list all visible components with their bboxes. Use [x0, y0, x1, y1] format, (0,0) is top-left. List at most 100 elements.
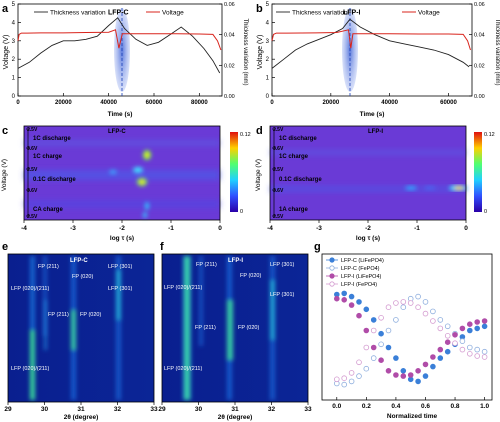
data-point: [400, 367, 407, 374]
thickness-line: [271, 18, 470, 69]
data-point: [415, 367, 421, 374]
y-tick-label: 2: [12, 57, 16, 63]
step-label: 0.1C discharge: [279, 177, 322, 183]
voltage-label: 2.5V: [27, 127, 38, 133]
peak-label: LFP (020)/(211): [164, 366, 202, 372]
y-tick-label: 5: [266, 2, 270, 8]
data-point: [341, 290, 348, 297]
x-tick-label: 0.4: [391, 403, 400, 410]
scatter-points: [333, 290, 488, 388]
legend-label: LFP-C (LiFePO4): [341, 258, 384, 264]
data-point: [363, 344, 370, 351]
x-ticks: 29 30 31 32 33: [4, 402, 158, 413]
panel-g: g 0.0 0.2 0.4 0.6 0.8 1.0 LFP-C (LiFePO4)LFP-…: [314, 241, 493, 420]
voltage-label: 3.6V: [273, 188, 284, 194]
data-point: [452, 340, 458, 347]
voltage-labels: 2.5V 3.6V 2.5V 3.6V 2.5V: [272, 127, 284, 220]
step-label: CA charge: [33, 207, 63, 213]
data-point: [356, 359, 362, 366]
data-point: [459, 346, 466, 353]
heatmap-hotspots: [405, 185, 467, 191]
data-point: [378, 357, 384, 364]
sample-label: LFP-I: [368, 129, 383, 135]
x-ticks: 29 30 31 32 33: [158, 402, 312, 413]
peak-label: FP (211): [48, 312, 69, 318]
xrd-stripes: [183, 256, 275, 400]
legend-voltage: Voltage: [418, 10, 440, 17]
x-tick-label: 0: [270, 100, 274, 106]
x-axis-label: Normalized time: [387, 413, 438, 420]
peak-label: LFP (020)/(211): [164, 285, 202, 291]
x-tick-label: 0.6: [421, 403, 430, 410]
legend-marker: [329, 273, 335, 279]
sample-label: LFP-C: [108, 129, 126, 135]
data-point: [437, 325, 444, 332]
panel-b: b Voltage (V) Thickness variation (mm) 0…: [256, 2, 500, 118]
legend-label: LFP-I (LiFePO4): [341, 274, 382, 280]
data-point: [444, 348, 451, 355]
legend-thickness: Thickness variation: [50, 10, 106, 17]
data-point: [466, 344, 473, 351]
data-point: [452, 331, 458, 338]
panel-letter: g: [314, 241, 321, 253]
x-tick-label: 0: [464, 225, 468, 232]
y-tick-label: 2: [266, 57, 270, 63]
voltage-label: 2.5V: [273, 127, 284, 133]
x-ticks: 0 20000 40000 60000 80000: [16, 93, 208, 106]
y-axis-label: Voltage (V): [255, 159, 262, 191]
colorbar-max: 0.12: [240, 132, 251, 138]
peak-label: LFP (301): [270, 262, 295, 268]
data-point: [430, 308, 436, 315]
x-tick-label: -4: [267, 225, 273, 232]
x-tick-label: 40000: [100, 100, 117, 106]
y-ticks-left: 0 1 2 3 4 5: [266, 2, 275, 100]
data-point: [459, 325, 466, 332]
data-point: [341, 296, 348, 303]
data-point: [378, 341, 384, 348]
voltage-label: 3.6V: [273, 146, 284, 152]
x-ticks: -4 -3 -2 -1 0: [267, 220, 468, 232]
x-ticks: 0.0 0.2 0.4 0.6 0.8 1.0: [332, 397, 490, 410]
voltage-label: 2.5V: [273, 167, 284, 173]
colorbar-min: 0: [240, 209, 243, 215]
heatmap-background: [270, 126, 466, 220]
data-point: [444, 339, 451, 346]
legend-marker: [329, 281, 335, 287]
data-point: [466, 321, 473, 328]
step-label: 1C discharge: [33, 136, 71, 142]
x-tick-label: 30: [195, 406, 203, 413]
thickness-line: [17, 17, 221, 74]
data-point: [422, 373, 429, 379]
y2-tick-label: 0.02: [474, 63, 485, 69]
data-point: [385, 327, 392, 334]
data-point: [430, 363, 436, 370]
data-point: [415, 304, 421, 311]
x-tick-label: 0.8: [451, 403, 460, 410]
data-point: [481, 323, 488, 330]
peak-label: LFP (301): [108, 286, 133, 292]
data-point: [400, 299, 407, 305]
y-ticks-right: 0.00 0.02 0.04 0.06: [219, 2, 235, 100]
data-point: [422, 361, 429, 368]
data-point: [378, 314, 384, 321]
x-tick-label: 40000: [381, 100, 398, 106]
y-tick-label: 4: [266, 20, 270, 26]
data-point: [333, 295, 340, 302]
panel-d: d Voltage (V) 2.5V 3.6V 2.5V 3.6V 2.5V 1C di…: [255, 125, 495, 242]
peak-label: LFP (020)/(211): [11, 286, 49, 292]
data-point: [474, 325, 481, 332]
peak-label: FP (211): [195, 325, 216, 331]
panel-f: f LFP-I FP (211) FP (020) LFP (301) LFP …: [158, 241, 312, 421]
data-point: [481, 354, 488, 360]
x-tick-label: -2: [119, 225, 125, 232]
data-point: [400, 304, 407, 311]
y-tick-label: 5: [12, 2, 16, 8]
data-point: [333, 376, 340, 383]
data-point: [363, 306, 370, 313]
data-point: [444, 332, 451, 339]
peak-label: FP (020): [80, 312, 101, 318]
data-point: [356, 299, 362, 305]
y2-tick-label: 0.06: [474, 2, 485, 8]
x-axis-label: Time (s): [360, 111, 385, 118]
